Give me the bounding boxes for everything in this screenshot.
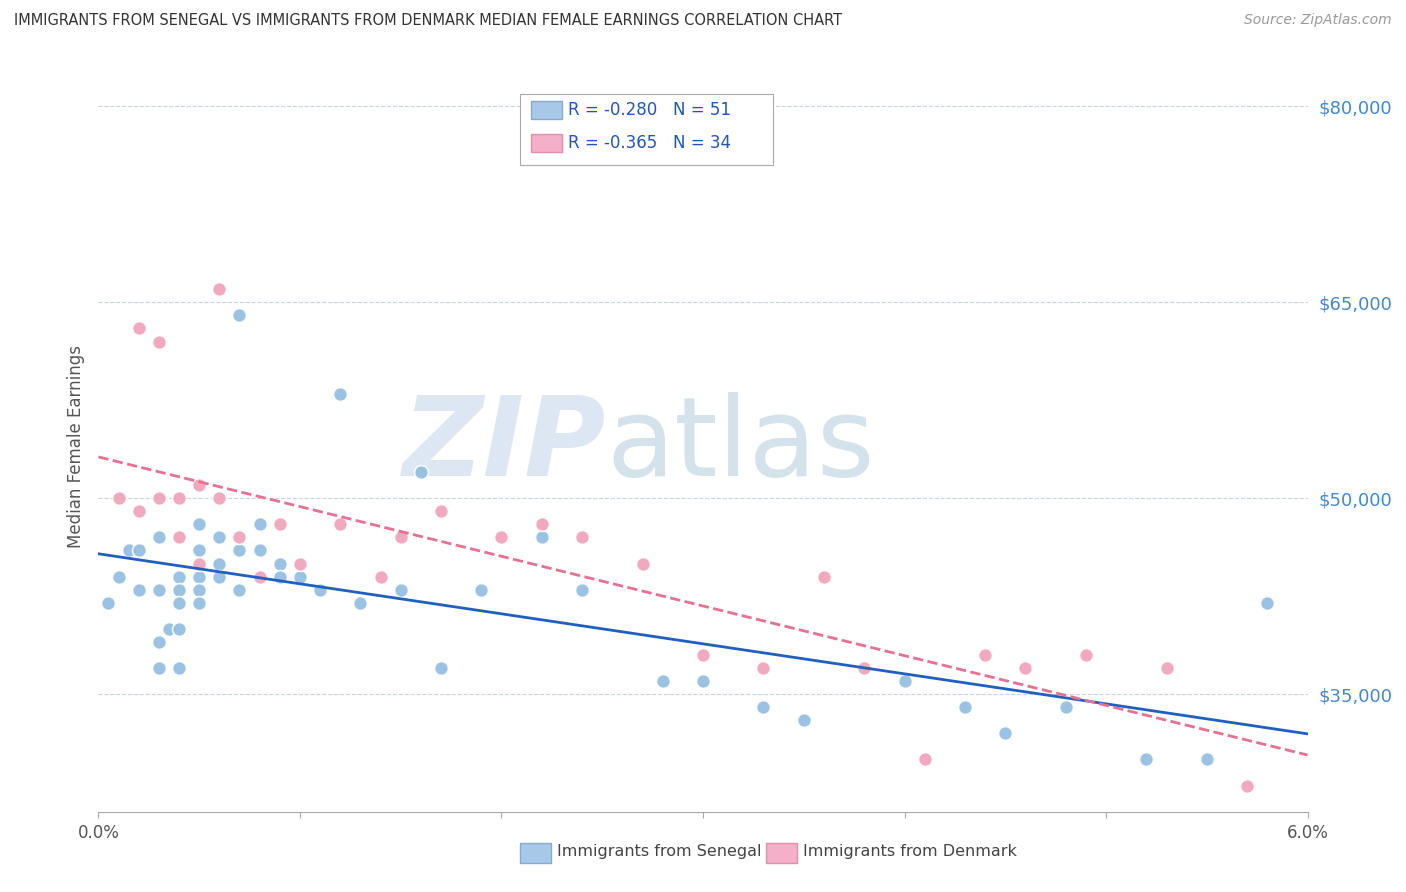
Point [107,491,129,506]
Point [1014,661,1036,675]
Point [188,478,211,492]
Point [167,569,190,583]
Point [128,582,150,597]
Point [148,582,170,597]
Point [188,517,211,532]
Point [269,517,291,532]
Point [571,530,593,544]
Point [128,321,150,335]
Text: Immigrants from Senegal: Immigrants from Senegal [557,845,761,859]
Point [97,596,120,610]
Point [914,752,936,766]
Point [167,661,190,675]
Point [491,530,513,544]
Point [389,582,412,597]
Point [1135,752,1157,766]
Text: ZIP: ZIP [402,392,606,500]
Point [692,648,714,662]
Point [208,530,231,544]
Point [1256,596,1278,610]
Point [249,569,271,583]
Point [249,543,271,558]
Point [370,569,392,583]
Point [228,309,250,323]
Point [167,530,190,544]
Point [631,557,654,571]
Point [409,465,432,479]
Text: atlas: atlas [606,392,875,500]
Point [692,674,714,689]
Point [157,622,180,636]
Point [793,714,815,728]
Point [349,596,371,610]
Point [309,582,332,597]
Point [269,569,291,583]
Point [974,648,997,662]
Point [752,700,775,714]
Point [430,661,453,675]
Point [188,557,211,571]
Text: R = -0.365   N = 34: R = -0.365 N = 34 [568,134,731,152]
Point [148,661,170,675]
Point [208,491,231,506]
Point [1156,661,1178,675]
Point [470,582,492,597]
Point [188,596,211,610]
Point [651,674,673,689]
Point [893,674,915,689]
Point [329,386,352,401]
Point [128,504,150,518]
Point [269,557,291,571]
Point [249,517,271,532]
Point [752,661,775,675]
Point [188,582,211,597]
Point [148,530,170,544]
Point [128,543,150,558]
Point [530,517,553,532]
Point [208,282,231,296]
Point [228,582,250,597]
Point [208,569,231,583]
Point [228,530,250,544]
Point [571,582,593,597]
Point [228,543,250,558]
Point [288,557,311,571]
Point [148,635,170,649]
Point [167,491,190,506]
Point [107,569,129,583]
Point [1195,752,1218,766]
Point [953,700,976,714]
Text: R = -0.280   N = 51: R = -0.280 N = 51 [568,101,731,119]
Point [994,726,1017,740]
Point [1054,700,1077,714]
Point [813,569,835,583]
Point [530,530,553,544]
Point [148,491,170,506]
Point [288,569,311,583]
Point [118,543,141,558]
Point [430,504,453,518]
Point [167,622,190,636]
Point [208,557,231,571]
Point [188,569,211,583]
Point [389,530,412,544]
Text: Source: ZipAtlas.com: Source: ZipAtlas.com [1244,13,1392,28]
Point [329,517,352,532]
Text: Immigrants from Denmark: Immigrants from Denmark [803,845,1017,859]
Point [167,596,190,610]
Point [167,582,190,597]
Point [188,543,211,558]
Y-axis label: Median Female Earnings: Median Female Earnings [66,344,84,548]
Text: IMMIGRANTS FROM SENEGAL VS IMMIGRANTS FROM DENMARK MEDIAN FEMALE EARNINGS CORREL: IMMIGRANTS FROM SENEGAL VS IMMIGRANTS FR… [14,13,842,29]
Point [1236,779,1258,793]
Point [148,334,170,349]
Point [1074,648,1097,662]
Point [853,661,876,675]
